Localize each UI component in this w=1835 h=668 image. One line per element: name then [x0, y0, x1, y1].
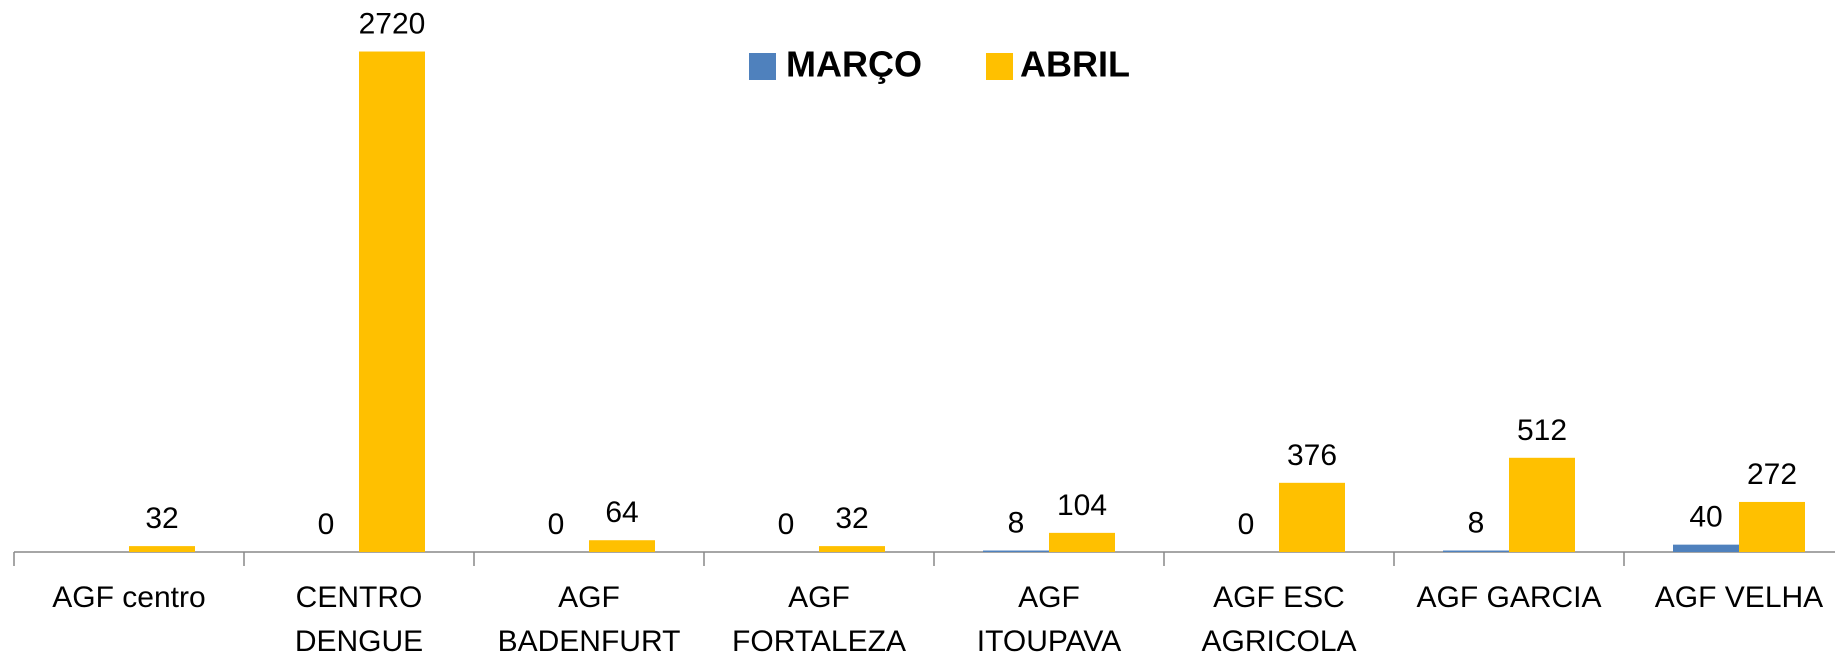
legend-swatch: [749, 53, 776, 80]
data-label: 0: [778, 508, 795, 541]
bar: [983, 550, 1049, 552]
legend-swatch: [986, 53, 1013, 80]
bar: [129, 546, 195, 552]
data-label: 0: [1238, 508, 1255, 541]
bar: [1443, 550, 1509, 552]
x-tick-label: AGF VELHA: [1655, 581, 1823, 614]
data-label: 32: [145, 502, 178, 535]
bar: [1279, 482, 1345, 552]
bar: [1673, 544, 1739, 552]
x-tick-label: AGF centro: [52, 581, 205, 614]
data-label: 376: [1287, 439, 1337, 472]
bar: [359, 51, 425, 553]
data-label: 32: [835, 502, 868, 535]
bar: [1739, 501, 1805, 552]
data-label: 0: [318, 508, 335, 541]
data-label: 64: [605, 496, 638, 529]
data-label: 272: [1747, 458, 1797, 491]
x-tick-label: AGF BADENFURT: [498, 581, 681, 658]
x-tick-label: AGF GARCIA: [1416, 581, 1601, 614]
bar: [589, 540, 655, 552]
data-label: 8: [1468, 507, 1485, 540]
data-label: 8: [1008, 507, 1025, 540]
data-label: 104: [1057, 489, 1107, 522]
x-tick-label: CENTRO DENGUE: [295, 581, 423, 658]
x-tick-label: AGF ITOUPAVA: [977, 581, 1121, 658]
legend-label: ABRIL: [1020, 44, 1130, 85]
bar: [1509, 457, 1575, 552]
data-label: 0: [548, 508, 565, 541]
x-tick-label: AGF FORTALEZA: [732, 581, 906, 658]
x-tick-label: AGF ESC AGRICOLA: [1201, 581, 1356, 658]
bar: [819, 546, 885, 552]
bar: [1049, 532, 1115, 552]
data-label: 2720: [359, 8, 426, 41]
data-label: 512: [1517, 414, 1567, 447]
data-label: 40: [1689, 501, 1722, 534]
legend-label: MARÇO: [786, 44, 922, 85]
